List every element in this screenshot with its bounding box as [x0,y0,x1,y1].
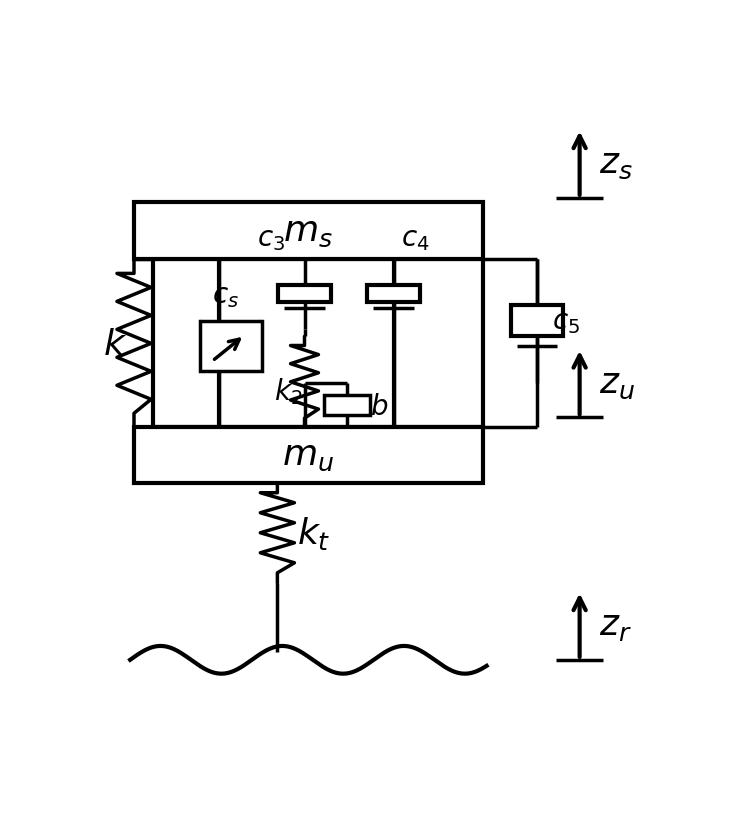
Text: $z_u$: $z_u$ [599,366,635,400]
Text: $c_3$: $c_3$ [257,224,285,253]
Text: $z_r$: $z_r$ [599,609,632,643]
Bar [200,321,262,372]
Bar [134,428,482,483]
Bar [279,286,330,303]
Text: $z_s$: $z_s$ [599,147,633,181]
Bar [134,202,482,260]
Text: $c_5$: $c_5$ [553,308,580,335]
Text: $m_s$: $m_s$ [284,214,333,248]
Text: $k_t$: $k_t$ [297,515,330,551]
Bar [368,286,420,303]
Text: $k$: $k$ [102,328,126,362]
Text: $m_u$: $m_u$ [282,439,334,473]
Bar [324,396,371,416]
Text: $c_s$: $c_s$ [211,282,238,310]
Text: $c_4$: $c_4$ [401,224,430,253]
Text: $k_2$: $k_2$ [273,375,302,407]
Text: $b$: $b$ [371,392,389,420]
Bar [511,306,563,336]
